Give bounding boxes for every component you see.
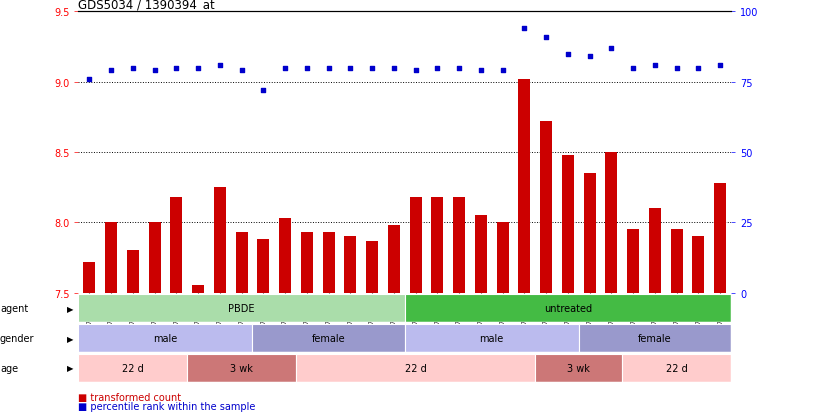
Text: ▶: ▶ — [67, 334, 74, 343]
Point — [126, 65, 140, 72]
Point — [387, 65, 401, 72]
Point — [148, 68, 161, 75]
Bar — [622, 354, 731, 382]
Point — [518, 26, 531, 33]
Point — [301, 65, 314, 72]
Text: PBDE: PBDE — [228, 304, 255, 313]
Bar — [78, 324, 253, 352]
Point — [235, 68, 248, 75]
Point — [583, 54, 596, 61]
Bar — [671, 230, 682, 293]
Point — [692, 65, 705, 72]
Bar — [188, 354, 296, 382]
Text: ▶: ▶ — [67, 363, 74, 373]
Bar — [78, 294, 405, 323]
Point — [344, 65, 357, 72]
Bar — [475, 216, 487, 293]
Point — [605, 45, 618, 52]
Text: GDS5034 / 1390394_at: GDS5034 / 1390394_at — [78, 0, 216, 11]
Text: 3 wk: 3 wk — [230, 363, 253, 373]
Point — [278, 65, 292, 72]
Bar — [535, 354, 622, 382]
Bar — [149, 223, 160, 293]
Point — [670, 65, 683, 72]
Text: male: male — [154, 333, 178, 343]
Bar — [627, 230, 639, 293]
Text: female: female — [311, 333, 345, 343]
Point — [170, 65, 183, 72]
Bar — [431, 197, 444, 293]
Text: ■ percentile rank within the sample: ■ percentile rank within the sample — [78, 401, 256, 411]
Point — [104, 68, 118, 75]
Text: 22 d: 22 d — [666, 363, 687, 373]
Bar — [301, 233, 313, 293]
Bar — [192, 286, 204, 293]
Point — [192, 65, 205, 72]
Bar — [579, 324, 731, 352]
Bar — [649, 209, 661, 293]
Bar — [453, 197, 465, 293]
Point — [539, 34, 553, 41]
Text: 22 d: 22 d — [405, 363, 426, 373]
Bar — [78, 354, 188, 382]
Point — [648, 62, 662, 69]
Point — [365, 65, 378, 72]
Point — [562, 51, 575, 58]
Bar — [258, 240, 269, 293]
Bar — [214, 188, 225, 293]
Bar — [388, 225, 400, 293]
Bar — [692, 237, 705, 293]
Point — [453, 65, 466, 72]
Point — [626, 65, 639, 72]
Text: 3 wk: 3 wk — [567, 363, 591, 373]
Text: 22 d: 22 d — [122, 363, 144, 373]
Point — [431, 65, 444, 72]
Bar — [562, 155, 574, 293]
Bar — [323, 233, 335, 293]
Bar — [605, 153, 617, 293]
Text: ▶: ▶ — [67, 304, 74, 313]
Text: male: male — [480, 333, 504, 343]
Bar — [253, 324, 405, 352]
Point — [257, 88, 270, 94]
Point — [714, 62, 727, 69]
Bar — [83, 262, 95, 293]
Point — [409, 68, 422, 75]
Point — [83, 76, 96, 83]
Bar — [344, 237, 356, 293]
Bar — [170, 197, 183, 293]
Text: untreated: untreated — [544, 304, 592, 313]
Text: ■ transformed count: ■ transformed count — [78, 392, 182, 402]
Bar — [496, 223, 509, 293]
Text: female: female — [638, 333, 672, 343]
Bar — [405, 324, 579, 352]
Point — [322, 65, 335, 72]
Bar — [105, 223, 117, 293]
Point — [474, 68, 487, 75]
Bar — [584, 173, 596, 293]
Point — [496, 68, 509, 75]
Bar — [296, 354, 535, 382]
Bar — [279, 218, 291, 293]
Bar — [405, 294, 731, 323]
Bar — [410, 197, 421, 293]
Bar — [127, 251, 139, 293]
Text: agent: agent — [0, 304, 28, 313]
Point — [213, 62, 226, 69]
Bar — [366, 241, 378, 293]
Bar — [235, 233, 248, 293]
Text: gender: gender — [0, 333, 35, 343]
Bar — [540, 122, 552, 293]
Bar — [714, 183, 726, 293]
Text: age: age — [0, 363, 18, 373]
Bar — [519, 80, 530, 293]
